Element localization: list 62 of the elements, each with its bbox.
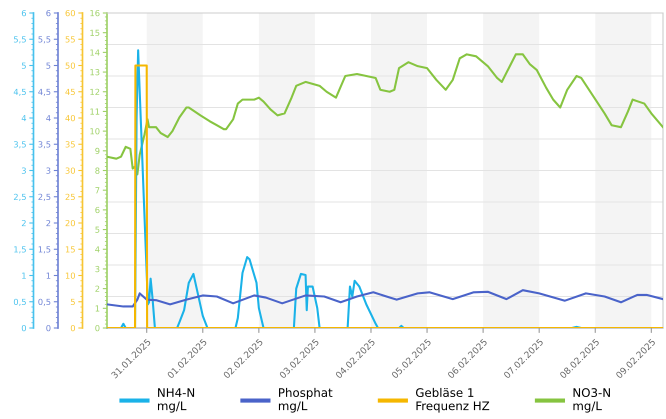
- y-tick-label: 14: [90, 49, 100, 56]
- y2-tick-label: 5: [46, 62, 50, 69]
- y-tick-label: 8: [95, 167, 100, 174]
- text: 6: [22, 10, 26, 16]
- y2-tick-label: 1: [46, 272, 50, 279]
- y3-tick-label: 45: [65, 88, 75, 96]
- y-tick-label: 12: [90, 88, 100, 95]
- y2-tick-label: 1,5: [38, 246, 50, 254]
- y-tick-label: 2: [95, 286, 100, 292]
- text: 3: [22, 167, 26, 174]
- y-tick-label: 4: [95, 246, 100, 252]
- y3-tick-label: 55: [66, 36, 75, 43]
- text: 1: [22, 272, 26, 279]
- y-tick-label: 10: [90, 128, 100, 134]
- y-tick-label: 9: [95, 148, 100, 154]
- y3-tick-label: 0: [70, 324, 75, 332]
- y-tick-label: 1: [96, 305, 100, 312]
- y2-tick-label: 0,5: [38, 298, 50, 306]
- text: 2: [22, 220, 26, 226]
- text: 2,5: [14, 194, 26, 201]
- y3-tick-label: 15: [66, 246, 75, 253]
- y2-tick-label: 4: [46, 115, 51, 122]
- y3-tick-label: 50: [66, 62, 75, 69]
- y-tick-label: 6: [95, 206, 100, 214]
- text: 5: [22, 62, 26, 69]
- y-tick-label: 15: [90, 30, 100, 36]
- y3-tick-label: 60: [66, 10, 75, 16]
- y3-tick-label: 30: [66, 167, 75, 174]
- y-tick-label: 11: [90, 108, 100, 115]
- text: 1,5: [14, 246, 26, 254]
- y2-tick-label: 2: [46, 220, 50, 226]
- y3-tick-label: 5: [70, 298, 75, 306]
- y-tick-label: 5: [95, 226, 100, 233]
- legend-label: NH4-N mg/L: [158, 388, 194, 413]
- y2-tick-label: 3: [46, 167, 50, 174]
- text: 0,5: [14, 298, 26, 306]
- y-tick-label: 3: [95, 266, 100, 272]
- y2-tick-label: 0: [46, 324, 50, 332]
- y-tick-label: 7: [95, 187, 100, 194]
- text: 3,5: [14, 141, 26, 148]
- text: 4,5: [14, 88, 26, 96]
- text: 5,5: [14, 36, 26, 44]
- y3-tick-label: 35: [66, 141, 75, 148]
- y-tick-label: 16: [90, 10, 100, 16]
- y3-tick-label: 20: [66, 220, 75, 226]
- y-tick-label: 0: [95, 324, 100, 332]
- y2-tick-label: 2,5: [38, 194, 50, 201]
- y3-tick-label: 40: [65, 114, 75, 122]
- y2-tick-label: 3,5: [38, 141, 50, 148]
- legend-label: NO3-N mg/L: [573, 388, 610, 413]
- y3-tick-label: 25: [66, 194, 75, 200]
- line-series: [107, 289, 663, 308]
- y2-tick-label: 5,5: [38, 36, 50, 44]
- text: 4: [22, 115, 26, 122]
- legend-label: Gebläse 1 Frequenz HZ: [416, 388, 490, 413]
- y2-tick-label: 4,5: [38, 88, 50, 96]
- y2-tick-label: 6: [46, 10, 51, 16]
- line-series: [107, 53, 663, 176]
- y-tick-label: 13: [90, 69, 100, 76]
- text: 0: [22, 324, 26, 332]
- legend-label: Phosphat mg/L: [278, 388, 332, 413]
- y3-tick-label: 10: [66, 272, 75, 279]
